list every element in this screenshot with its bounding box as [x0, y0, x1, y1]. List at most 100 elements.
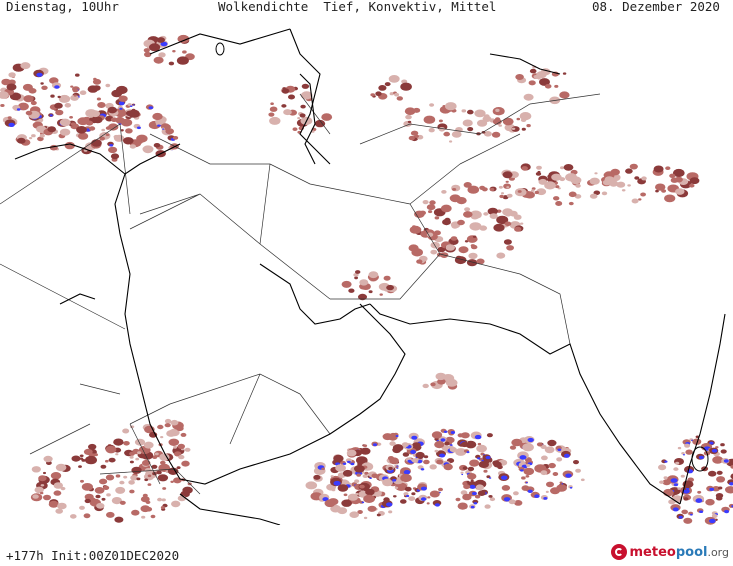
convective-patch — [118, 101, 125, 106]
cloud-patch — [48, 500, 59, 508]
convective-patch — [527, 489, 533, 493]
cloud-patch — [400, 473, 412, 483]
convective-patch — [386, 502, 393, 507]
convective-patch — [477, 457, 481, 460]
cloud-patch — [382, 433, 393, 441]
cloud-patch — [349, 494, 356, 499]
cloud-patch — [53, 490, 62, 496]
cloud-patch — [526, 464, 531, 467]
cloud-patch — [0, 104, 5, 107]
cloud-patch — [435, 372, 447, 381]
cloud-patch — [457, 219, 465, 226]
cloud-patch — [508, 499, 516, 505]
cloud-patch — [371, 473, 378, 479]
cloud-patch — [462, 493, 472, 501]
cloud-patch — [641, 176, 647, 181]
cloud-patch — [496, 209, 502, 213]
cloud-patch — [468, 252, 478, 260]
cloud-patch — [609, 180, 619, 187]
cloud-patch — [669, 173, 676, 178]
cloud-patch — [129, 451, 135, 456]
convective-patch — [472, 491, 477, 496]
cloud-patch — [151, 464, 158, 469]
cloud-patch — [443, 131, 451, 137]
cloud-patch — [72, 88, 79, 93]
cloud-patch — [75, 73, 80, 77]
cloud-patch — [423, 115, 436, 124]
cloud-patch — [330, 475, 334, 478]
cloud-patch — [551, 173, 562, 181]
cloud-patch — [402, 452, 410, 457]
cloud-patch — [122, 428, 130, 434]
cloud-patch — [467, 466, 475, 472]
cloud-patch — [58, 94, 71, 103]
cloud-patch — [37, 136, 44, 142]
cloud-patch — [461, 109, 467, 113]
cloud-patch — [164, 423, 171, 428]
cloud-patch — [143, 48, 150, 53]
cloud-patch — [121, 118, 133, 127]
cloud-patch — [509, 445, 517, 450]
convective-patch — [148, 106, 154, 110]
convective-patch — [485, 455, 491, 460]
cloud-patch — [412, 442, 421, 449]
convective-patch — [157, 124, 161, 127]
cloud-patch — [546, 481, 554, 488]
cloud-patch — [405, 114, 412, 120]
cloud-patch — [438, 127, 446, 132]
cloud-patch — [575, 184, 581, 188]
cloud-patch — [405, 85, 410, 89]
convective-patch — [347, 460, 351, 464]
cloud-patch — [81, 483, 93, 491]
cloud-patch — [536, 188, 547, 196]
cloud-patch — [73, 94, 77, 97]
cloud-patch — [711, 514, 718, 518]
cloud-patch — [445, 244, 455, 251]
cloud-patch — [442, 219, 451, 226]
cloud-patch — [97, 102, 106, 108]
cloud-patch — [434, 449, 439, 453]
cloud-patch — [411, 458, 419, 463]
cloud-patch — [496, 252, 506, 259]
cloud-patch — [697, 490, 702, 494]
lakes — [215, 42, 709, 472]
cloud-patch — [136, 477, 141, 481]
cloud-patch — [573, 460, 579, 465]
cloud-patch — [64, 103, 72, 108]
convective-patch — [723, 459, 729, 463]
cloud-patch — [467, 185, 480, 194]
cloud-patch — [379, 293, 383, 296]
cloud-patch — [106, 493, 111, 497]
cloud-patch — [416, 259, 423, 264]
convective-patch — [543, 497, 548, 500]
cloud-patch — [430, 382, 436, 387]
cloud-patch — [479, 225, 488, 231]
cloud-patch — [127, 103, 132, 107]
cloud-patch — [55, 463, 67, 472]
cloud-patch — [154, 452, 159, 456]
cloud-patch — [655, 183, 666, 191]
cloud-patch — [663, 476, 668, 480]
cloud-patch — [78, 132, 89, 140]
cloud-patch — [142, 145, 154, 154]
convective-patch — [729, 482, 733, 486]
convective-patch — [350, 462, 355, 466]
cloud-patch — [59, 118, 71, 127]
cloud-patch — [452, 188, 457, 191]
convective-patch — [395, 435, 399, 437]
cloud-patch — [382, 478, 393, 487]
cloud-patch — [556, 488, 563, 492]
cloud-patch — [681, 452, 685, 455]
cloud-patch — [460, 441, 469, 448]
cloud-patch — [29, 137, 33, 140]
cloud-patch — [178, 454, 185, 460]
convective-patch — [361, 501, 365, 504]
cloud-patch — [554, 84, 559, 88]
cloud-patch — [137, 451, 142, 455]
cloud-patch — [504, 221, 512, 227]
convective-patch — [561, 483, 564, 485]
cloud-patch — [469, 459, 480, 467]
convective-patch — [519, 455, 527, 460]
cloud-patch — [297, 117, 301, 120]
cloud-patch — [469, 222, 482, 231]
